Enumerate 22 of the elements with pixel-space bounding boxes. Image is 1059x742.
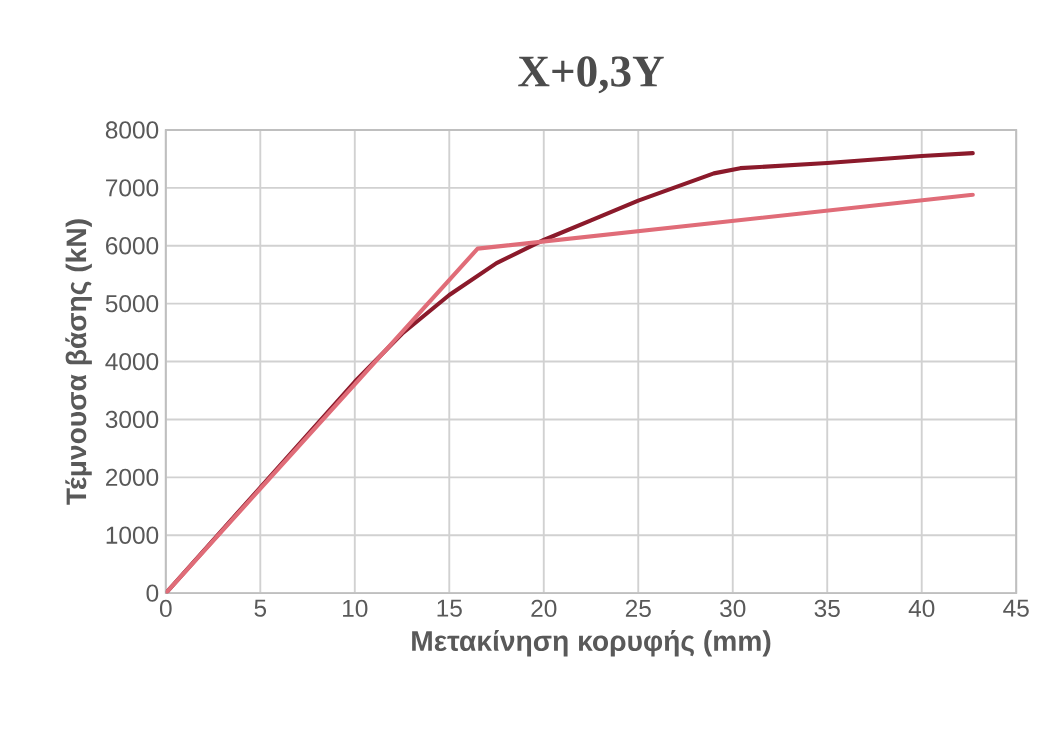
x-axis-title: Μετακίνηση κορυφής (mm): [412, 629, 771, 657]
y-tick-label: 1000: [106, 526, 159, 544]
x-tick-label: 20: [531, 599, 557, 617]
y-tick-label: 8000: [105, 121, 159, 139]
y-tick-label: 5000: [105, 294, 159, 313]
x-tick-label: 0: [159, 599, 172, 617]
x-tick-label: 45: [1003, 599, 1029, 617]
x-tick-label: 5: [254, 599, 267, 617]
x-tick-label: 35: [814, 599, 840, 617]
x-tick-label: 40: [908, 599, 935, 617]
x-tick-label: 30: [720, 599, 746, 617]
x-tick-label: 25: [625, 599, 651, 617]
y-tick-label: 0: [146, 584, 159, 602]
chart-title: X+0,3Y: [518, 56, 664, 94]
y-tick-label: 3000: [105, 410, 159, 428]
y-tick-label: 4000: [105, 352, 159, 371]
y-tick-label: 7000: [106, 179, 159, 197]
y-tick-label: 2000: [106, 468, 159, 486]
x-tick-label: 15: [437, 599, 462, 617]
y-axis-title: Τέμνουσα βάσης (kN): [65, 219, 92, 505]
y-tick-label: 6000: [106, 236, 159, 255]
x-tick-label: 10: [343, 599, 368, 617]
